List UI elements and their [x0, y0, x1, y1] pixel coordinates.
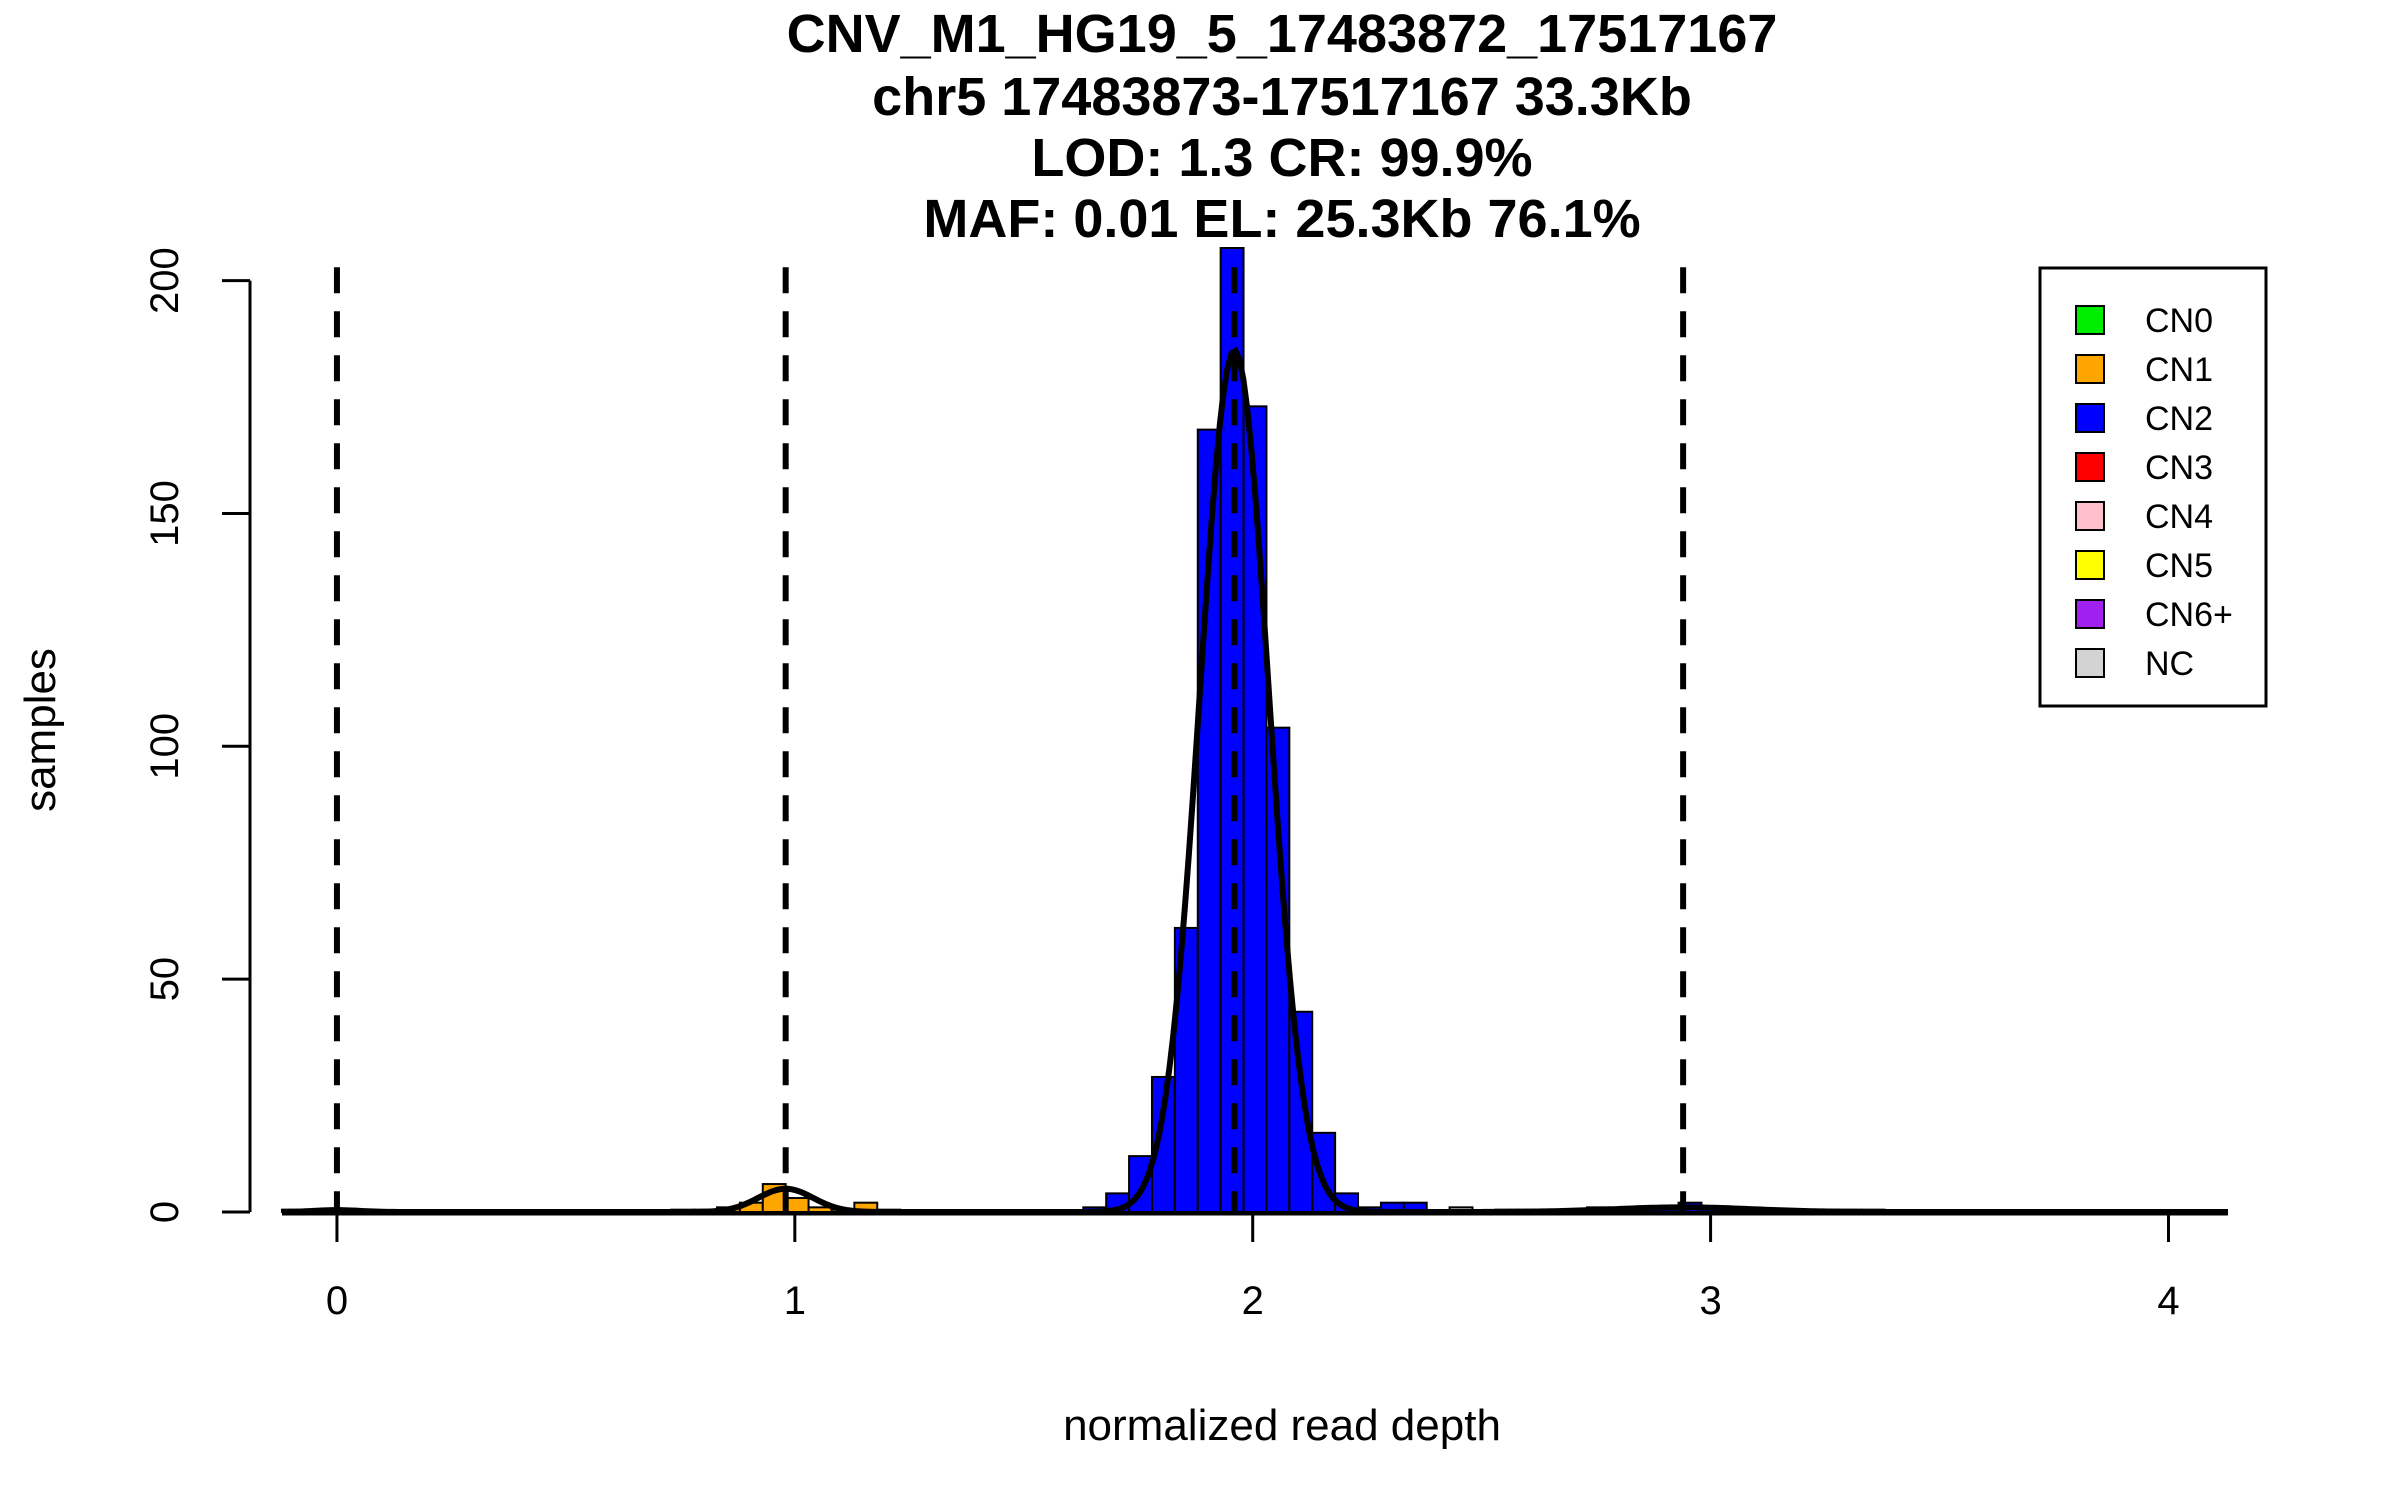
- histogram-bars: [281, 247, 1886, 1214]
- legend-box: [2038, 266, 2268, 708]
- legend-label: CN5: [2145, 547, 2213, 585]
- histogram-bar: [784, 1197, 810, 1213]
- legend-swatch: [2075, 648, 2105, 678]
- legend-label: CN4: [2145, 498, 2213, 536]
- x-axis: 0 1 2 3 4: [282, 1212, 2228, 1323]
- title-line-4: MAF: 0.01 EL: 25.3Kb 76.1%: [923, 189, 1640, 249]
- legend-label: CN0: [2145, 302, 2213, 340]
- legend: CN0 CN1 CN2 CN3 CN4 CN5 CN6+ NC: [2038, 266, 2268, 708]
- legend-entry: NC: [2075, 645, 2194, 683]
- legend-swatch: [2075, 452, 2105, 482]
- legend-entry: CN6+: [2075, 596, 2233, 634]
- legend-swatch: [2075, 501, 2105, 531]
- legend-label: CN2: [2145, 400, 2213, 438]
- x-tick-label: 3: [1699, 1279, 1721, 1323]
- title-line-3: LOD: 1.3 CR: 99.9%: [1031, 128, 1532, 188]
- x-tick-label: 2: [1242, 1279, 1264, 1323]
- density-curve: [281, 346, 2228, 1215]
- y-tick-label: 50: [143, 957, 187, 1002]
- legend-entry: CN0: [2075, 302, 2213, 340]
- legend-entry: CN3: [2075, 449, 2213, 487]
- legend-entry: CN2: [2075, 400, 2213, 438]
- cn-boundary-lines: [333, 267, 1687, 1212]
- legend-swatch: [2075, 550, 2105, 580]
- legend-label: CN6+: [2145, 596, 2233, 634]
- x-tick-label: 0: [326, 1279, 348, 1323]
- histogram-bar: [1288, 1010, 1314, 1213]
- title-line-2: chr5 17483873-17517167 33.3Kb: [872, 67, 1692, 127]
- legend-entry: CN1: [2075, 351, 2213, 389]
- legend-label: NC: [2145, 645, 2194, 683]
- legend-label: CN3: [2145, 449, 2213, 487]
- y-axis: 0 50 100 150 200: [143, 247, 252, 1223]
- legend-swatch: [2075, 599, 2105, 629]
- x-axis-label: normalized read depth: [1063, 1401, 1501, 1450]
- x-tick-label: 4: [2157, 1279, 2179, 1323]
- y-tick-label: 100: [143, 713, 187, 780]
- legend-swatch: [2075, 305, 2105, 335]
- legend-label: CN1: [2145, 351, 2213, 389]
- x-tick-label: 1: [784, 1279, 806, 1323]
- chart-title: CNV_M1_HG19_5_17483872_17517167 chr5 174…: [787, 4, 1778, 249]
- legend-entry: CN4: [2075, 498, 2213, 536]
- title-line-1: CNV_M1_HG19_5_17483872_17517167: [787, 4, 1778, 64]
- legend-swatch: [2075, 403, 2105, 433]
- density-curves: [281, 346, 2228, 1215]
- y-tick-label: 150: [143, 480, 187, 547]
- legend-swatch: [2075, 354, 2105, 384]
- y-axis-label: samples: [16, 648, 65, 812]
- legend-entry: CN5: [2075, 547, 2213, 585]
- axes: 0 1 2 3 4 0 50 100 150 200 normalized read depth…: [16, 247, 2228, 1450]
- y-tick-label: 200: [143, 247, 187, 314]
- y-tick-label: 0: [143, 1201, 187, 1223]
